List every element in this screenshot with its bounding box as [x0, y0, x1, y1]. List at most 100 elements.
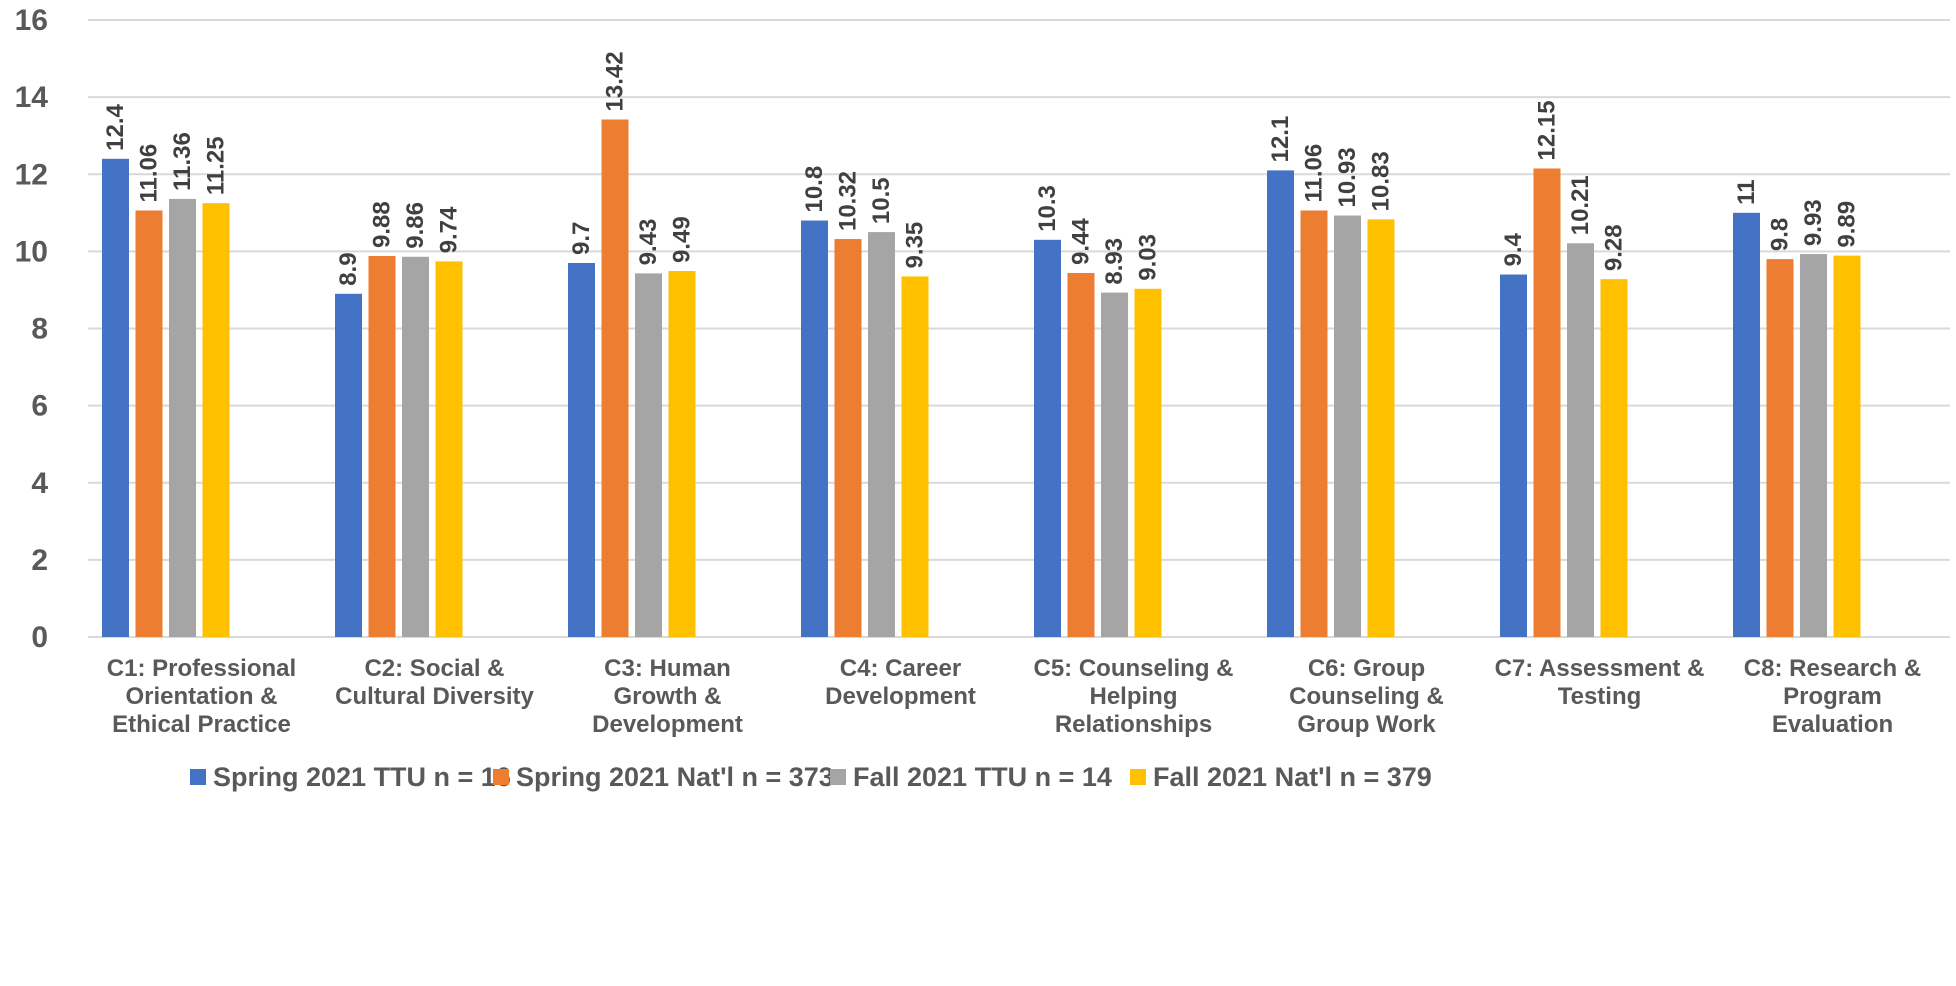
- data-label: 11.06: [1301, 144, 1328, 203]
- data-label: 9.74: [436, 206, 463, 253]
- bar: [568, 262, 595, 637]
- data-label: 9.86: [402, 202, 429, 249]
- y-tick-label: 4: [31, 467, 48, 500]
- bar: [1800, 254, 1827, 637]
- bar: [335, 293, 362, 637]
- data-label: 9.88: [369, 201, 396, 248]
- category-label-line: C5: Counseling &: [1033, 655, 1233, 682]
- category-label: C4: Career Development: [825, 655, 976, 710]
- data-label: 9.03: [1135, 234, 1162, 281]
- category-label-line: Development: [825, 683, 976, 710]
- category-label-line: C1: Professional: [107, 655, 296, 682]
- bar: [801, 220, 828, 637]
- legend-label: Spring 2021 TTU n = 16: [213, 762, 511, 792]
- bar: [1300, 210, 1328, 637]
- data-label: 9.8: [1767, 218, 1794, 251]
- y-tick-label: 0: [31, 621, 48, 654]
- data-label: 12.15: [1534, 100, 1561, 160]
- y-axis-ticks: 0 2 4 6 8 10 12 14 16: [15, 4, 49, 654]
- data-label: 9.4: [1500, 232, 1527, 266]
- category-label-line: Relationships: [1055, 711, 1212, 738]
- legend-swatch: [190, 769, 206, 785]
- bar: [169, 198, 196, 637]
- category-label-line: C2: Social &: [364, 655, 504, 682]
- legend-swatch: [830, 769, 846, 785]
- category-label-line: Ethical Practice: [112, 711, 291, 738]
- data-label: 10.8: [801, 166, 828, 213]
- bar: [668, 271, 696, 637]
- bar: [1267, 170, 1294, 638]
- bar: [1101, 292, 1128, 637]
- category-label-line: Helping: [1090, 683, 1178, 710]
- bar: [202, 203, 230, 637]
- data-label: 12.4: [102, 103, 129, 150]
- bar: [901, 276, 929, 637]
- bar: [868, 232, 895, 637]
- bar: [1766, 259, 1794, 637]
- category-label-line: Growth &: [614, 683, 722, 710]
- category-label-line: C8: Research &: [1744, 655, 1921, 682]
- data-labels: 12.4 8.9 9.7 10.8 10.3 12.1 9.4 11 11.06 9.88 13.4…: [102, 51, 1861, 285]
- category-label-line: C6: Group: [1308, 655, 1425, 682]
- bar: [102, 158, 129, 637]
- data-label: 11.36: [169, 132, 196, 191]
- data-label: 8.9: [335, 252, 362, 285]
- legend-label: Fall 2021 TTU n = 14: [853, 762, 1112, 792]
- bar: [1034, 239, 1061, 637]
- bar: [601, 119, 629, 637]
- category-label: C3: Human Growth & Development: [592, 655, 743, 738]
- data-label: 8.93: [1101, 238, 1128, 285]
- bar: [402, 256, 429, 637]
- category-label: C2: Social & Cultural Diversity: [335, 655, 534, 710]
- data-label: 13.42: [602, 51, 629, 111]
- data-label: 11: [1733, 179, 1760, 204]
- bar: [1367, 219, 1395, 638]
- data-label: 9.35: [902, 222, 929, 269]
- category-label: C8: Research & Program Evaluation: [1744, 655, 1921, 738]
- category-label-line: Evaluation: [1772, 711, 1893, 738]
- bar: [1500, 274, 1527, 637]
- data-label: 9.7: [568, 222, 595, 255]
- gridlines: [88, 19, 1950, 638]
- data-label: 12.1: [1267, 116, 1294, 163]
- category-label-line: Counseling &: [1289, 683, 1444, 710]
- y-tick-label: 14: [15, 81, 49, 114]
- legend-swatch: [493, 769, 509, 785]
- y-tick-label: 2: [31, 544, 48, 577]
- bar: [1600, 279, 1628, 637]
- x-axis-categories: C1: Professional Orientation & Ethical Pra…: [107, 655, 1921, 738]
- data-label: 10.21: [1567, 175, 1594, 235]
- data-label: 10.32: [835, 171, 862, 231]
- data-label: 9.43: [635, 219, 662, 266]
- y-tick-label: 10: [15, 235, 48, 268]
- bar: [1134, 288, 1162, 637]
- bar: [135, 210, 163, 637]
- bar: [635, 273, 662, 637]
- data-label: 9.89: [1834, 201, 1861, 248]
- category-label: C5: Counseling & Helping Relationships: [1033, 655, 1233, 738]
- data-label: 11.06: [136, 144, 163, 203]
- legend-label: Spring 2021 Nat'l n = 373: [516, 762, 834, 792]
- data-label: 9.44: [1068, 218, 1095, 265]
- legend-swatch: [1130, 769, 1146, 785]
- data-label: 10.93: [1334, 147, 1361, 207]
- category-label-line: C4: Career: [840, 655, 961, 682]
- legend-label: Fall 2021 Nat'l n = 379: [1153, 762, 1432, 792]
- legend: Spring 2021 TTU n = 16 Spring 2021 Nat'l …: [190, 762, 1432, 792]
- bar: [368, 256, 396, 637]
- category-label-line: Program: [1783, 683, 1882, 710]
- data-label: 10.3: [1034, 185, 1061, 232]
- category-label: C7: Assessment & Testing: [1495, 655, 1705, 710]
- category-label-line: C3: Human: [604, 655, 731, 682]
- bar: [1334, 215, 1361, 637]
- bars: [102, 119, 1861, 638]
- category-label-line: Orientation &: [125, 683, 277, 710]
- bar: [1833, 255, 1861, 637]
- bar: [1533, 168, 1561, 637]
- category-label-line: C7: Assessment &: [1495, 655, 1705, 682]
- y-tick-label: 12: [15, 158, 48, 191]
- bar: [1067, 272, 1095, 637]
- data-label: 10.83: [1368, 151, 1395, 211]
- data-label: 11.25: [203, 136, 230, 195]
